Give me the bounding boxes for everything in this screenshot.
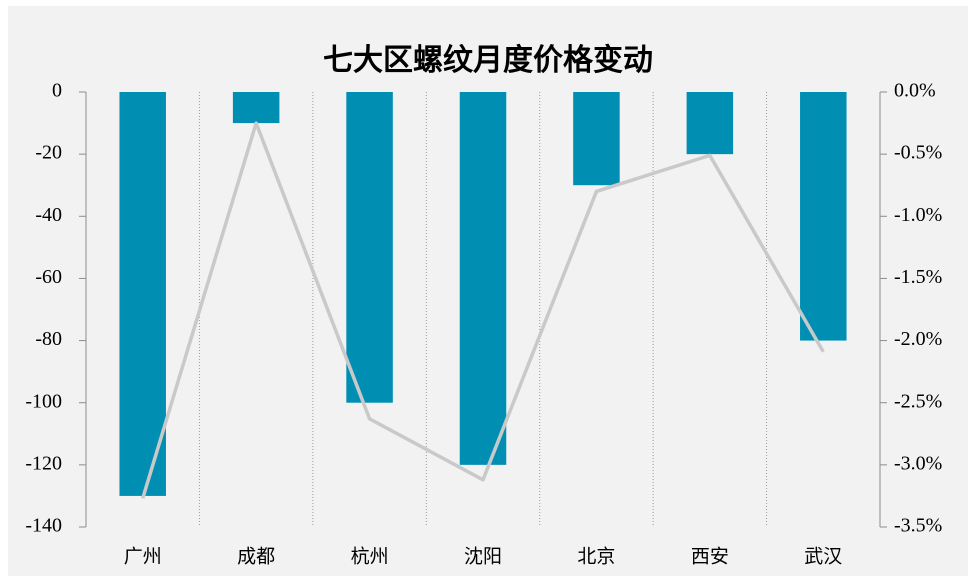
x-tick-label cat: 西安 bbox=[691, 546, 729, 568]
y-tick-label: 0 bbox=[52, 80, 62, 102]
y-tick-label: -20 bbox=[35, 142, 62, 164]
y-tick-label: -140 bbox=[25, 515, 62, 537]
y-tick-label: -80 bbox=[35, 328, 62, 350]
y2-tick-label: -0.5% bbox=[894, 142, 942, 164]
bar bbox=[232, 92, 280, 124]
bar bbox=[119, 92, 166, 496]
y2-tick-label: -2.0% bbox=[894, 328, 942, 350]
y2-tick-label: -1.0% bbox=[894, 204, 942, 226]
bar bbox=[686, 92, 734, 155]
y2-tick-label: -1.5% bbox=[894, 266, 942, 288]
line bbox=[141, 121, 825, 499]
bar bbox=[573, 92, 620, 186]
x-tick-label cat: 广州 bbox=[124, 546, 162, 568]
y-tick-label: -60 bbox=[35, 266, 62, 288]
y-tick-label: -40 bbox=[35, 204, 62, 226]
bar bbox=[346, 92, 393, 403]
x-tick-label cat: 成都 bbox=[237, 546, 275, 568]
chart-title: 七大区螺纹月度价格变动 bbox=[323, 43, 653, 77]
bar bbox=[800, 92, 847, 341]
y-tick-label: -100 bbox=[25, 390, 62, 412]
y2-tick-label: -3.5% bbox=[894, 515, 942, 537]
x-tick-label cat: 武汉 bbox=[804, 546, 842, 568]
y2-tick-label: -2.5% bbox=[894, 390, 942, 412]
x-tick-label cat: 杭州 bbox=[351, 546, 389, 568]
x-tick-label cat: 北京 bbox=[577, 546, 615, 568]
y-tick-label: -120 bbox=[25, 452, 62, 474]
y2-tick-label: 0.0% bbox=[894, 80, 936, 102]
bar bbox=[459, 92, 507, 465]
x-tick-label cat: 沈阳 bbox=[464, 546, 502, 568]
y2-tick-label: -3.0% bbox=[894, 452, 942, 474]
